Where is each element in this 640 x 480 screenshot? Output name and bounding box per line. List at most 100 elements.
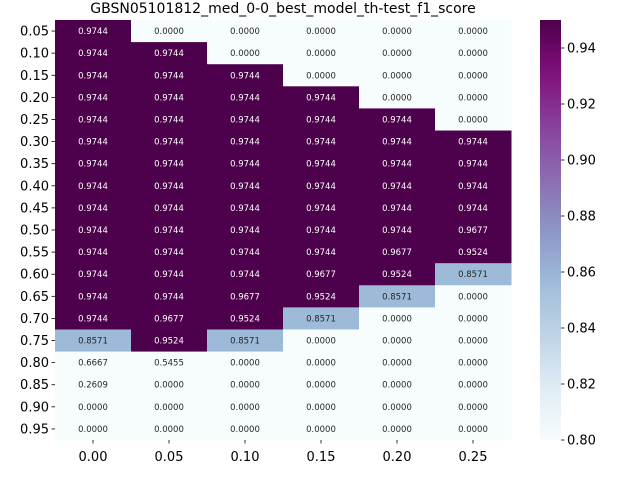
heatmap-cell: [283, 108, 360, 132]
cell-value-label: 0.0000: [382, 27, 412, 37]
heatmap-cell: [435, 174, 512, 198]
heatmap-cell: [283, 218, 360, 242]
colorbar-tick-label: 0.92: [567, 98, 596, 113]
y-tick-label: 0.25: [20, 113, 49, 128]
cell-value-label: 0.0000: [154, 27, 184, 37]
heatmap-cell: [131, 241, 208, 264]
cell-value-label: 0.9744: [382, 138, 412, 148]
heatmap-cell: [131, 152, 208, 176]
heatmap-cell: [55, 196, 132, 220]
heatmap-cell: [207, 395, 284, 419]
heatmap-cell: [283, 417, 360, 441]
heatmap-cell: [283, 42, 360, 65]
y-tick-label: 0.40: [20, 179, 49, 194]
cell-value-label: 0.9744: [458, 138, 488, 148]
cell-value-label: 0.9744: [154, 226, 184, 236]
x-tick-label: 0.00: [79, 450, 108, 465]
cell-value-label: 0.9744: [78, 182, 108, 192]
colorbar-tick-label: 0.90: [567, 154, 596, 169]
cell-value-label: 0.9744: [78, 292, 108, 302]
heatmap-cell: [435, 130, 512, 154]
cell-value-label: 0.0000: [306, 381, 336, 391]
cell-value-label: 0.9744: [458, 182, 488, 192]
cell-value-label: 0.9744: [230, 93, 260, 103]
cell-value-label: 0.9744: [382, 204, 412, 214]
heatmap-cell: [55, 329, 132, 353]
cell-value-label: 0.9744: [154, 93, 184, 103]
cell-value-label: 0.9744: [306, 226, 336, 236]
heatmap-cell: [435, 86, 512, 109]
cell-value-label: 0.9744: [458, 160, 488, 170]
y-tick-label: 0.70: [20, 312, 49, 327]
cell-value-label: 0.0000: [458, 93, 488, 103]
cell-value-label: 0.8571: [78, 337, 108, 347]
cell-value-label: 0.0000: [154, 381, 184, 391]
heatmap-cell: [359, 263, 436, 286]
x-axis: 0.00 0.05 0.10 0.15 0.20 0.25: [79, 440, 487, 465]
cell-value-label: 0.0000: [458, 115, 488, 125]
heatmap-cell: [207, 174, 284, 198]
heatmap-cell: [131, 351, 208, 375]
cell-value-label: 0.0000: [382, 71, 412, 81]
heatmap-cell: [55, 218, 132, 242]
cell-value-label: 0.9744: [154, 248, 184, 258]
heatmap-cell: [131, 263, 208, 286]
heatmap-cell: [131, 86, 208, 109]
cell-value-label: 0.8571: [306, 314, 336, 324]
cell-value-label: 0.0000: [458, 337, 488, 347]
heatmap-cell: [55, 42, 132, 65]
heatmap-cell: [435, 329, 512, 353]
cell-value-label: 0.9744: [78, 226, 108, 236]
cell-value-label: 0.0000: [230, 425, 260, 435]
heatmap-cell: [283, 130, 360, 154]
heatmap-cell: [435, 241, 512, 264]
heatmap-cell: [359, 174, 436, 198]
cell-value-label: 0.9744: [382, 115, 412, 125]
cell-value-label: 0.2609: [78, 381, 108, 391]
heatmap-cell: [207, 86, 284, 109]
cell-value-label: 0.9744: [78, 270, 108, 280]
cell-value-label: 0.9744: [306, 93, 336, 103]
y-tick-label: 0.95: [20, 422, 49, 437]
heatmap-cell: [435, 373, 512, 397]
cell-value-label: 0.0000: [382, 403, 412, 413]
heatmap-cell: [55, 241, 132, 264]
cell-value-label: 0.9744: [230, 115, 260, 125]
cell-value-label: 0.9744: [382, 182, 412, 192]
heatmap-cell: [435, 20, 512, 43]
cell-value-label: 0.9744: [154, 292, 184, 302]
heatmap-cell: [435, 108, 512, 132]
heatmap-cell: [207, 373, 284, 397]
y-tick-label: 0.65: [20, 290, 49, 305]
cell-value-label: 0.9744: [78, 27, 108, 37]
cell-value-label: 0.9744: [306, 182, 336, 192]
y-tick-label: 0.55: [20, 246, 49, 261]
cell-value-label: 0.9524: [154, 337, 184, 347]
heatmap-cell: [55, 64, 132, 87]
cell-value-label: 0.0000: [458, 403, 488, 413]
cell-value-label: 0.0000: [230, 49, 260, 59]
heatmap-cell: [207, 329, 284, 353]
heatmap-cell-labels: 0.9744 0.0000 0.0000 0.0000 0.0000 0.0000 0.97…: [78, 27, 488, 435]
cell-value-label: 0.9744: [154, 160, 184, 170]
heatmap-cell: [131, 218, 208, 242]
heatmap-cell: [207, 196, 284, 220]
y-tick-label: 0.15: [20, 69, 49, 84]
cell-value-label: 0.9744: [78, 248, 108, 258]
cell-value-label: 0.0000: [78, 425, 108, 435]
cell-value-label: 0.0000: [306, 71, 336, 81]
heatmap-cell: [207, 152, 284, 176]
heatmap-cell: [131, 307, 208, 330]
cell-value-label: 0.9744: [230, 71, 260, 81]
cell-value-label: 0.9744: [230, 160, 260, 170]
cell-value-label: 0.9744: [230, 248, 260, 258]
cell-value-label: 0.0000: [306, 425, 336, 435]
cell-value-label: 0.0000: [458, 425, 488, 435]
cell-value-label: 0.0000: [306, 337, 336, 347]
colorbar-tick-label: 0.80: [567, 434, 596, 449]
cell-value-label: 0.9744: [78, 160, 108, 170]
cell-value-label: 0.0000: [306, 49, 336, 59]
cell-value-label: 0.9744: [230, 270, 260, 280]
heatmap-cell: [359, 42, 436, 65]
heatmap-cell: [359, 20, 436, 43]
